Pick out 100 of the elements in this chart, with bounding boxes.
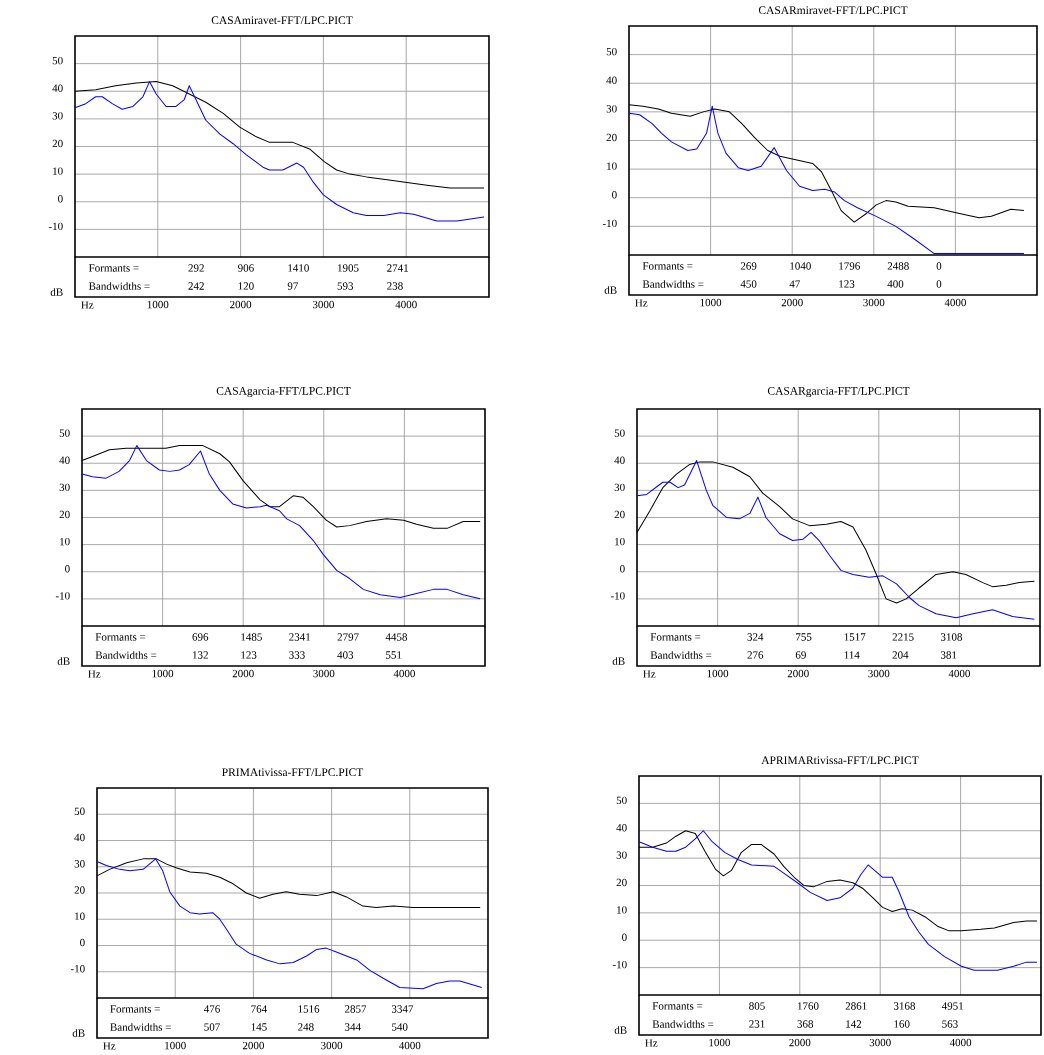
text: Formants = (650, 633, 701, 641)
x-tick-label: 3000 (313, 669, 335, 678)
text: 238 (387, 282, 403, 290)
chart-title: CASAmiravet-FFT/LPC.PICT (211, 16, 353, 25)
chart-title: CASARgarcia-FFT/LPC.PICT (767, 387, 910, 398)
text: 540 (392, 1023, 408, 1031)
y-tick-label: 30 (606, 105, 617, 113)
text: Bandwidths = (88, 282, 150, 290)
text: 132 (192, 651, 208, 659)
text: 276 (747, 651, 764, 659)
text: Bandwidths = (652, 1020, 714, 1028)
y-tick-label: 50 (616, 796, 627, 805)
text: 142 (846, 1020, 862, 1028)
x-tick-label: 2000 (789, 1038, 811, 1047)
x-tick-label: 4000 (948, 669, 970, 678)
text: 97 (287, 282, 299, 290)
x-axis-title: Hz (88, 670, 101, 678)
text: 123 (839, 280, 855, 288)
text: 3108 (940, 633, 963, 641)
text: Formants = (652, 1002, 703, 1010)
y-tick-label: 50 (52, 56, 63, 65)
y-axis-title: dB (57, 657, 70, 665)
text: 231 (749, 1020, 765, 1028)
y-tick-label: 40 (606, 76, 617, 84)
y-tick-label: -10 (612, 960, 627, 969)
text: 381 (940, 651, 957, 659)
text: 400 (887, 280, 904, 288)
text: 114 (844, 651, 860, 659)
x-tick-label: 4000 (393, 669, 415, 678)
text: Formants = (110, 1005, 160, 1013)
line-series (638, 830, 1038, 971)
text: 1516 (298, 1005, 320, 1013)
line-series (628, 105, 1025, 255)
text: 4458 (385, 633, 408, 641)
y-tick-label: 20 (616, 878, 627, 887)
text: 0 (936, 280, 942, 288)
text: 123 (241, 651, 257, 659)
y-axis-title: dB (72, 1029, 85, 1037)
y-tick-label: 40 (52, 84, 63, 92)
x-tick-label: 1000 (709, 1038, 730, 1047)
x-tick-label: 2000 (232, 669, 254, 678)
text: 476 (203, 1005, 220, 1013)
x-tick-label: 2000 (242, 1041, 264, 1050)
x-tick-label: 3000 (869, 1038, 891, 1047)
x-tick-label: 1000 (700, 298, 722, 307)
x-tick-label: 1000 (707, 669, 729, 678)
x-tick-label: 1000 (152, 669, 174, 678)
text: 269 (740, 262, 757, 270)
x-tick-label: 4000 (944, 298, 966, 307)
y-tick-label: 0 (58, 195, 63, 203)
x-tick-label: 4000 (949, 1038, 972, 1047)
text: 2488 (887, 262, 909, 270)
y-tick-label: 10 (607, 162, 617, 170)
x-axis-title: Hz (103, 1042, 116, 1050)
y-tick-label: -10 (48, 222, 63, 231)
y-tick-label: 10 (53, 167, 63, 175)
text: 2741 (387, 264, 409, 272)
y-tick-label: 50 (74, 807, 85, 815)
y-tick-label: 20 (59, 510, 70, 519)
y-axis-title: dB (614, 1026, 627, 1034)
text: 1040 (790, 262, 811, 270)
y-tick-label: 30 (52, 112, 63, 120)
text: 69 (795, 651, 806, 659)
y-tick-label: 40 (74, 833, 85, 842)
y-tick-label: -10 (55, 592, 70, 600)
text: 1517 (844, 633, 866, 641)
y-tick-label: 0 (622, 933, 627, 941)
x-tick-label: 4000 (395, 300, 417, 309)
x-tick-label: 3000 (321, 1041, 343, 1050)
y-tick-label: 30 (616, 851, 627, 859)
text: 242 (188, 282, 204, 290)
y-tick-label: 20 (614, 510, 625, 519)
y-tick-label: 40 (616, 824, 627, 832)
x-tick-label: 2000 (781, 298, 803, 307)
text: 248 (298, 1023, 314, 1031)
text: 333 (289, 651, 305, 659)
y-tick-label: 0 (612, 191, 617, 199)
text: 120 (238, 282, 254, 290)
y-axis-title: dB (50, 288, 63, 296)
text: 2215 (892, 633, 914, 641)
y-tick-label: 20 (606, 133, 617, 142)
y-tick-label: 30 (59, 483, 70, 492)
y-tick-label: -10 (602, 219, 617, 228)
y-tick-label: 20 (74, 886, 85, 894)
text: 3168 (893, 1002, 916, 1010)
text: 0 (936, 262, 942, 270)
text: 1796 (839, 262, 860, 270)
text: 3347 (391, 1005, 414, 1013)
y-tick-label: 40 (59, 456, 70, 464)
chart-title: CASARmiravet-FFT/LPC.PICT (758, 6, 908, 15)
text: 593 (337, 282, 354, 290)
x-axis-title: Hz (635, 299, 648, 307)
text: 507 (204, 1023, 220, 1031)
text: 1905 (337, 264, 359, 272)
x-tick-label: 4000 (399, 1041, 421, 1050)
text: 551 (386, 651, 402, 659)
text: 1485 (241, 633, 262, 641)
y-tick-label: 50 (606, 47, 617, 56)
y-tick-label: -10 (70, 965, 85, 973)
y-tick-label: 30 (74, 860, 85, 868)
